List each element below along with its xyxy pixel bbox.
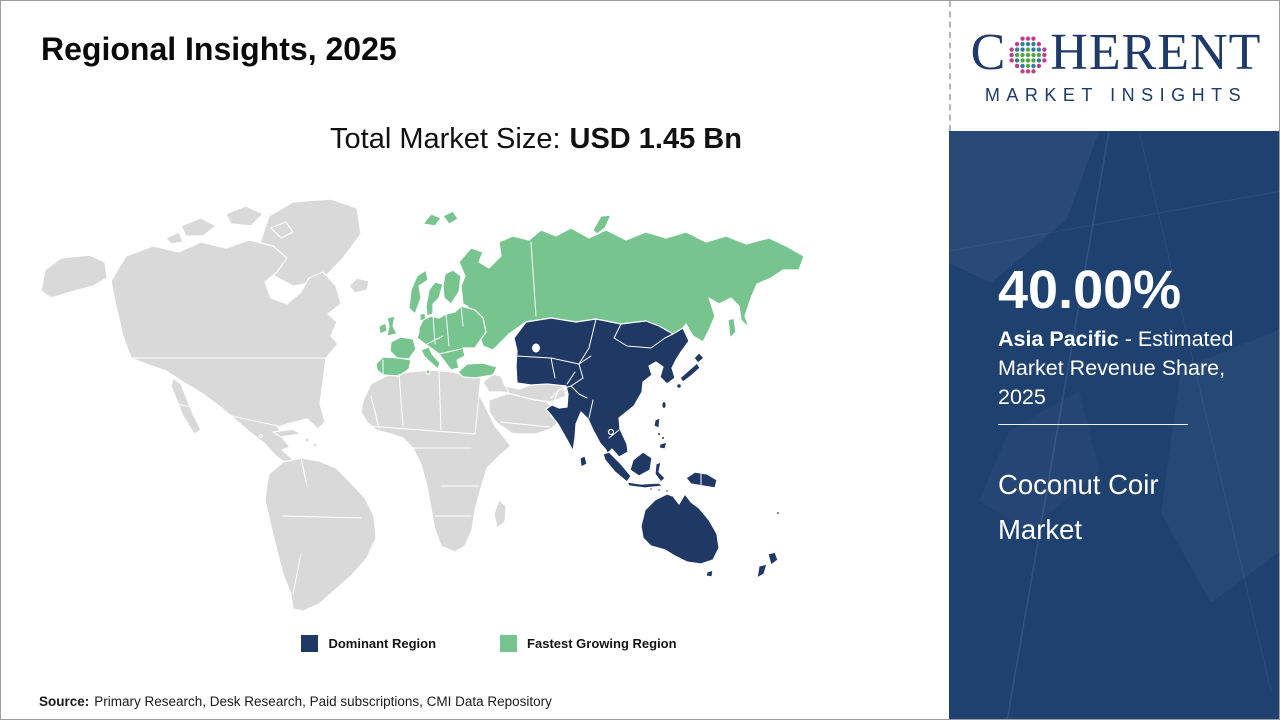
map-taiwan bbox=[661, 400, 667, 410]
coherent-logo: C bbox=[970, 23, 1262, 81]
stat-description: Asia Pacific - Estimated Market Revenue … bbox=[998, 325, 1242, 413]
map-svalbard bbox=[422, 213, 442, 227]
map-borneo bbox=[629, 451, 653, 477]
map-south-america bbox=[264, 457, 377, 612]
logo-tagline: MARKET INSIGHTS bbox=[984, 84, 1248, 105]
map-finland bbox=[442, 269, 462, 305]
map-cuba bbox=[272, 428, 302, 438]
map-greenland bbox=[258, 198, 362, 287]
map-australia bbox=[640, 493, 720, 565]
legend-item-dominant: Dominant Region bbox=[301, 635, 436, 652]
logo-prefix: C bbox=[970, 23, 1007, 81]
map-philippines bbox=[653, 417, 661, 429]
map-italy bbox=[420, 346, 441, 370]
logo-suffix: HERENT bbox=[1050, 23, 1262, 81]
map-borders bbox=[130, 241, 702, 595]
map-japan-hokkaido bbox=[693, 352, 705, 364]
map-iceland bbox=[348, 277, 370, 294]
map-sakhalin bbox=[727, 317, 737, 339]
map-dominant-regions bbox=[513, 317, 781, 579]
total-market-size-label: Total Market Size: bbox=[330, 123, 561, 155]
legend-item-fastest: Fastest Growing Region bbox=[500, 635, 677, 652]
logo-area: C bbox=[949, 1, 1279, 131]
legend-label-dominant: Dominant Region bbox=[328, 636, 437, 651]
map-uk bbox=[386, 315, 398, 337]
map-tasmania bbox=[705, 569, 714, 578]
map-france bbox=[389, 336, 417, 360]
page-title: Regional Insights, 2025 bbox=[41, 31, 397, 67]
map-legend: Dominant Region Fastest Growing Region bbox=[1, 635, 949, 652]
map-sumatra bbox=[602, 451, 632, 483]
map-japan-honshu bbox=[679, 362, 701, 383]
legend-swatch-fastest bbox=[500, 635, 518, 652]
coherent-globe-icon bbox=[1009, 35, 1047, 74]
map-novaya-zemlya bbox=[592, 214, 612, 235]
market-name: Coconut Coir Market bbox=[998, 469, 1159, 545]
stat-rest: - Estimated Market Revenue Share, 2025 bbox=[998, 327, 1234, 410]
map-sulawesi bbox=[654, 461, 666, 483]
main-content: Regional Insights, 2025 Total Market Siz… bbox=[1, 1, 951, 719]
map-fastest-growing-regions bbox=[375, 210, 805, 379]
map-neutral-regions bbox=[40, 198, 567, 612]
map-sri-lanka bbox=[579, 455, 588, 468]
world-map-svg bbox=[40, 198, 805, 612]
map-asia-mainland bbox=[513, 317, 690, 471]
map-sweden bbox=[425, 281, 444, 317]
map-iberia bbox=[375, 356, 412, 377]
map-black-sea bbox=[464, 351, 484, 363]
sidebar-map-texture bbox=[949, 131, 1279, 719]
map-java bbox=[626, 481, 664, 489]
stat-divider bbox=[998, 424, 1188, 425]
world-map bbox=[31, 186, 911, 626]
source-line: Source: Primary Research, Desk Research, … bbox=[39, 694, 552, 709]
map-turkey bbox=[457, 362, 498, 379]
total-market-size-value: USD 1.45 Bn bbox=[569, 123, 742, 155]
map-hainan bbox=[607, 428, 615, 436]
map-central-eastern-europe bbox=[416, 305, 487, 371]
map-alaska bbox=[40, 254, 108, 299]
map-aral-sea bbox=[532, 343, 540, 353]
map-ireland bbox=[378, 322, 388, 335]
stat-region: Asia Pacific bbox=[998, 327, 1119, 351]
source-label: Source: bbox=[39, 694, 90, 709]
sidebar: 40.00% Asia Pacific - Estimated Market R… bbox=[949, 131, 1279, 719]
map-new-zealand-north bbox=[767, 551, 779, 566]
legend-label-fastest: Fastest Growing Region bbox=[527, 636, 677, 651]
legend-swatch-dominant bbox=[301, 635, 319, 652]
total-market-size: Total Market Size: USD 1.45 Bn bbox=[121, 123, 951, 156]
map-caspian-sea bbox=[500, 351, 516, 385]
map-norway bbox=[408, 269, 429, 315]
map-new-zealand-south bbox=[756, 563, 768, 579]
map-madagascar bbox=[493, 499, 507, 529]
stat-value: 40.00% bbox=[998, 260, 1182, 320]
source-text: Primary Research, Desk Research, Paid su… bbox=[94, 694, 552, 709]
map-lakes bbox=[464, 343, 540, 385]
map-africa bbox=[360, 369, 512, 553]
